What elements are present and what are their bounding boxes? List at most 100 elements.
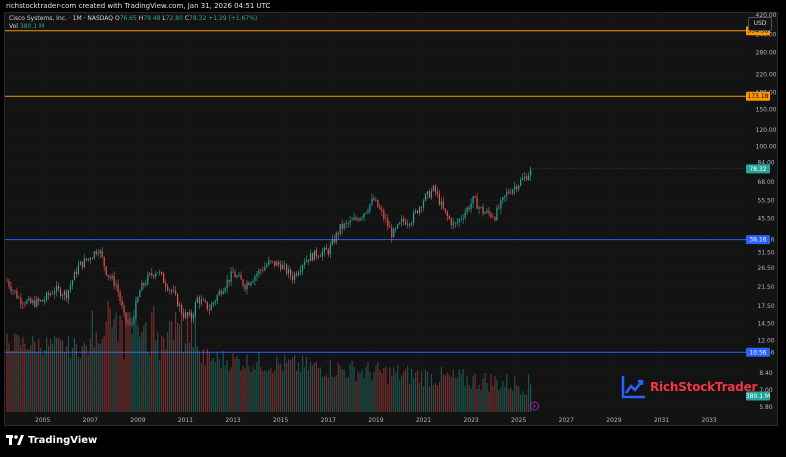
candle-body bbox=[456, 222, 458, 224]
candle-body bbox=[486, 210, 488, 213]
candle-body bbox=[444, 208, 446, 212]
volume-bar bbox=[210, 360, 212, 412]
volume-bar bbox=[420, 371, 423, 412]
candle-body bbox=[208, 309, 210, 311]
candle-body bbox=[450, 218, 452, 226]
candle-body bbox=[137, 297, 139, 302]
candle-body bbox=[228, 279, 230, 282]
volume-bar bbox=[407, 365, 409, 412]
volume-bar bbox=[75, 343, 78, 412]
volume-bar bbox=[105, 321, 107, 412]
volume-bar bbox=[278, 363, 280, 412]
candle-body bbox=[77, 264, 79, 275]
open-label: O bbox=[114, 15, 120, 22]
candle-body bbox=[474, 196, 476, 198]
currency-button[interactable]: USD bbox=[748, 17, 772, 31]
x-tick-label: 2033 bbox=[701, 417, 716, 424]
candle-body bbox=[54, 291, 56, 294]
volume-bar bbox=[450, 376, 452, 412]
volume-bar bbox=[480, 390, 482, 412]
volume-bar bbox=[458, 369, 460, 412]
volume-bar bbox=[224, 365, 226, 412]
candle-body bbox=[436, 191, 438, 194]
volume-bar bbox=[506, 373, 508, 412]
candle-body bbox=[196, 297, 198, 303]
candle-body bbox=[434, 185, 436, 192]
volume-bar bbox=[305, 356, 308, 412]
volume-bar bbox=[218, 359, 220, 412]
candle-body bbox=[147, 274, 149, 284]
volume-bar bbox=[270, 367, 272, 412]
candle-body bbox=[397, 224, 399, 229]
candle-body bbox=[153, 275, 155, 277]
candle-body bbox=[46, 293, 48, 300]
volume-bar bbox=[22, 336, 24, 412]
volume-bar bbox=[10, 351, 12, 412]
candle-body bbox=[377, 199, 379, 208]
volume-bar bbox=[14, 333, 16, 412]
candle-body bbox=[480, 206, 482, 208]
volume-bar bbox=[186, 313, 189, 412]
volume-bar bbox=[371, 380, 373, 412]
candle-body bbox=[232, 271, 234, 273]
candle-body bbox=[236, 276, 238, 278]
volume-bar bbox=[28, 349, 30, 412]
volume-bar bbox=[434, 383, 436, 412]
candle-body bbox=[65, 290, 68, 299]
candle-body bbox=[34, 300, 36, 307]
y-tick-label: 150.00 bbox=[756, 106, 777, 113]
volume-bar bbox=[254, 369, 256, 412]
candle-body bbox=[293, 273, 296, 281]
volume-bar bbox=[230, 367, 232, 412]
level-badge bbox=[746, 347, 770, 357]
volume-bar bbox=[315, 361, 317, 412]
candle-body bbox=[452, 222, 454, 226]
candle-body bbox=[309, 253, 312, 262]
volume-bar bbox=[518, 386, 520, 412]
candle-body bbox=[504, 195, 506, 197]
volume-bar bbox=[121, 319, 123, 412]
chart-panel[interactable] bbox=[4, 12, 778, 426]
candle-body bbox=[420, 207, 423, 208]
candle-body bbox=[333, 239, 335, 243]
candle-body bbox=[286, 264, 288, 274]
volume-bar bbox=[309, 362, 312, 412]
volume-bar bbox=[40, 347, 42, 412]
high-label: H bbox=[138, 15, 144, 22]
volume-bar bbox=[178, 324, 181, 412]
candle-body bbox=[424, 194, 427, 201]
tradingview-logo[interactable]: TradingView bbox=[6, 434, 97, 446]
candle-body bbox=[389, 226, 391, 228]
volume-bar bbox=[351, 360, 353, 412]
volume-bar bbox=[367, 362, 369, 412]
y-tick-label: 7.00 bbox=[759, 387, 773, 394]
candle-body bbox=[224, 287, 226, 292]
volume-bar bbox=[99, 344, 101, 412]
candle-body bbox=[335, 233, 337, 243]
candle-body bbox=[202, 299, 204, 301]
candle-body bbox=[295, 273, 298, 276]
candle-body bbox=[438, 193, 440, 205]
candle-body bbox=[462, 217, 464, 219]
volume-bar bbox=[430, 373, 433, 412]
candle-body bbox=[498, 207, 500, 209]
volume-bar bbox=[113, 319, 115, 412]
y-tick-label: 220.00 bbox=[756, 71, 777, 78]
volume-bar bbox=[153, 305, 155, 412]
volume-bar bbox=[299, 371, 302, 412]
candle-body bbox=[516, 186, 518, 190]
volume-bar bbox=[236, 356, 238, 412]
candle-body bbox=[520, 179, 522, 186]
volume-bar bbox=[311, 365, 314, 412]
volume-bar bbox=[141, 332, 143, 412]
candle-body bbox=[365, 212, 367, 214]
volume-bar bbox=[508, 389, 510, 412]
volume-bar bbox=[117, 341, 119, 412]
brand-name: RichStockTrader bbox=[650, 380, 758, 394]
volume-bar bbox=[383, 368, 385, 412]
volume-bar bbox=[327, 377, 329, 412]
candle-body bbox=[357, 218, 359, 221]
volume-bar bbox=[125, 321, 127, 412]
volume-bar bbox=[109, 308, 111, 412]
